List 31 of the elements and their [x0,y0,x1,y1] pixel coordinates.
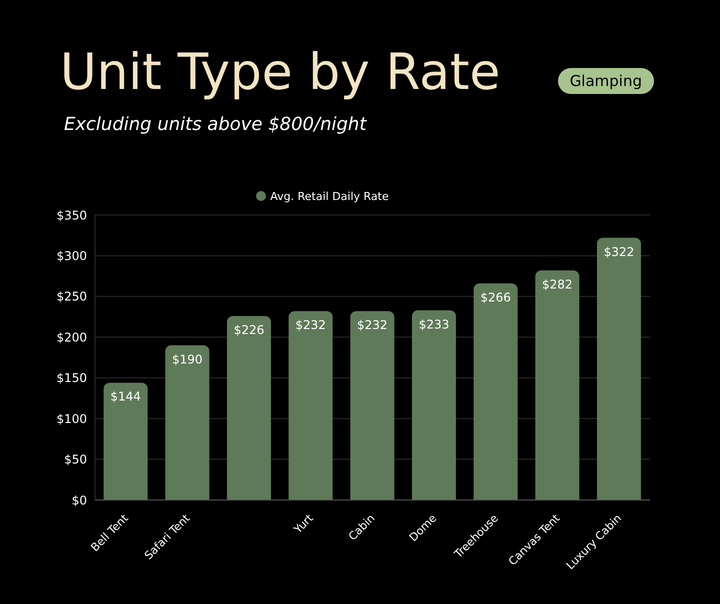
data-label: $190 [172,352,203,366]
data-label: $233 [418,317,450,332]
y-tick-label: $150 [56,371,87,386]
y-tick-label: $300 [56,248,87,263]
y-tick-label: $250 [56,290,87,304]
legend-label: Avg. Retail Daily Rate [270,190,389,203]
y-tick-label: $350 [56,208,87,222]
data-label: $232 [357,318,388,332]
data-label: $226 [234,322,264,337]
bar [165,345,210,500]
x-tick-label: Yurt [290,511,316,537]
bar [226,316,271,500]
bar [474,283,518,500]
chart-subtitle: Excluding units above $800/night [64,114,366,135]
data-label: $322 [604,244,634,259]
bar [288,311,333,500]
bar [104,382,148,500]
y-tick-label: $50 [64,452,87,467]
bar [535,270,580,500]
bar [412,310,456,500]
y-tick-label: $0 [72,493,87,508]
data-label: $232 [295,318,326,332]
chart-title: Unit Type by Rate [60,42,500,102]
bar [350,311,394,500]
y-tick-label: $200 [56,330,87,344]
data-label: $282 [542,277,573,292]
bar [596,238,641,500]
y-tick-label: $100 [56,412,87,426]
data-label: $266 [480,290,511,304]
data-label: $144 [110,390,141,404]
text: Glamping [558,68,654,94]
